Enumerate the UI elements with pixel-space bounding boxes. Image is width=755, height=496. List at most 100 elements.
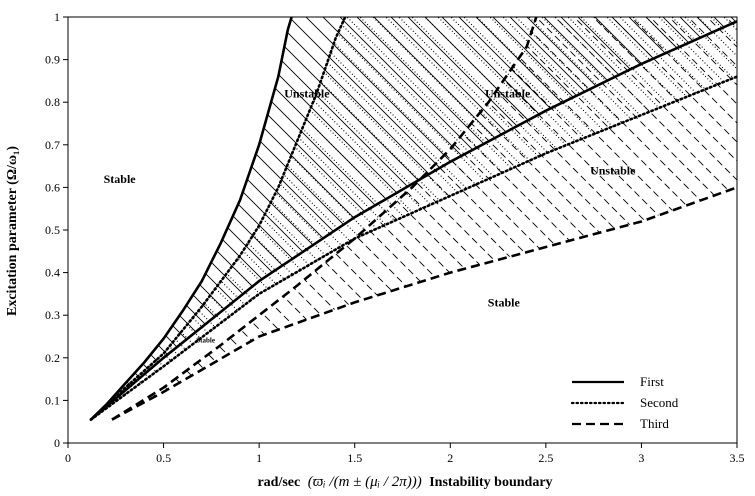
hatch-line xyxy=(173,17,645,420)
hatch-line xyxy=(339,17,737,420)
y-axis-title: Excitation parameter (Ω/ω₁) xyxy=(5,146,20,316)
hatch-line xyxy=(235,17,707,420)
hatch-line xyxy=(353,17,737,420)
hatch-line xyxy=(90,17,196,420)
hatch-line xyxy=(482,17,737,420)
hatch-line xyxy=(387,17,737,420)
hatch-line xyxy=(112,17,436,420)
hatch-line xyxy=(553,17,737,420)
hatch-line xyxy=(222,17,694,420)
region-label-unstable: Unstable xyxy=(485,87,531,101)
series-first-right-line xyxy=(90,20,738,421)
hatch-line xyxy=(149,17,621,420)
hatch-line xyxy=(686,17,737,420)
hatch-line xyxy=(90,17,252,420)
x-tick-label: 1 xyxy=(256,451,262,465)
x-tick-label: 0.5 xyxy=(156,451,171,465)
hatch-line xyxy=(716,17,737,420)
region-label-stable: Stable xyxy=(488,295,521,309)
hatch-line xyxy=(287,17,737,420)
hatch-line xyxy=(90,17,421,420)
hatch-line xyxy=(90,17,247,420)
hatch-line xyxy=(90,17,213,420)
hatch-line xyxy=(591,17,737,420)
region-label-unstable: Unstable xyxy=(284,87,330,101)
hatch-line xyxy=(629,17,737,420)
hatch-line xyxy=(495,17,737,420)
hatch-line xyxy=(90,17,187,420)
series-third-left-line xyxy=(111,16,538,421)
y-tick-label: 0.4 xyxy=(45,266,60,280)
hatch-line xyxy=(112,17,151,420)
hatch-line xyxy=(365,17,737,420)
hatch-line xyxy=(420,17,737,420)
y-tick-label: 0.1 xyxy=(45,393,60,407)
hatch-line xyxy=(90,17,485,420)
hatch-line xyxy=(401,17,737,420)
y-tick-label: 0.2 xyxy=(45,351,60,365)
hatch-line xyxy=(112,17,417,420)
hatch-line xyxy=(112,17,474,420)
hatch-line xyxy=(705,17,737,420)
x-tick-label: 1.5 xyxy=(347,451,362,465)
hatch-line xyxy=(610,17,737,420)
legend-first-label: First xyxy=(640,374,664,389)
x-axis-label-unit: rad/sec xyxy=(257,475,300,490)
region-label-stable: Stable xyxy=(104,172,137,186)
legend-second-label: Second xyxy=(640,395,679,410)
legend: First Second Third xyxy=(570,374,679,431)
x-tick-label: 0 xyxy=(65,451,71,465)
y-tick-label: 0 xyxy=(54,436,60,450)
hatch-line xyxy=(648,17,737,420)
hatch-line xyxy=(90,17,213,420)
hatch-line xyxy=(572,17,737,420)
hatch-line xyxy=(166,17,638,420)
hatch-line xyxy=(90,17,281,420)
plot-area-frame xyxy=(67,16,738,444)
hatch-line xyxy=(521,17,737,420)
hatch-line xyxy=(300,17,737,420)
x-axis-ticks: 0 0.5 1 1.5 2 2.5 3 3.5 xyxy=(65,443,745,465)
hatch-line xyxy=(112,17,493,420)
hatch-line xyxy=(90,17,264,420)
hatch-line xyxy=(90,17,417,420)
hatch-line xyxy=(677,17,737,420)
hatch-line xyxy=(455,17,737,420)
y-tick-label: 0.7 xyxy=(45,138,60,152)
x-axis-label-suffix: Instability boundary xyxy=(429,475,552,490)
hatch-line xyxy=(745,0,755,467)
hatch-line xyxy=(115,17,587,420)
hatch-line xyxy=(118,17,590,420)
series-third-right-line xyxy=(111,186,738,421)
hatch-line xyxy=(710,17,737,420)
hatch-line xyxy=(90,17,447,420)
hatch-line xyxy=(664,17,737,420)
hatch-line xyxy=(112,17,208,420)
hatch-line xyxy=(287,17,737,420)
hatch-line xyxy=(90,17,473,420)
y-tick-label: 0.3 xyxy=(45,308,60,322)
x-axis-label-formula: (ϖᵢ /(m ± (μᵢ / 2π))) xyxy=(308,474,422,490)
hatch-line xyxy=(90,17,278,420)
hatch-line xyxy=(534,17,737,420)
y-axis-ticks: 0 0.1 0.2 0.3 0.4 0.5 0.6 0.7 0.8 0.9 1 xyxy=(45,10,68,450)
hatch-line xyxy=(313,17,737,420)
hatch-line xyxy=(112,17,569,420)
legend-third-label: Third xyxy=(640,416,669,431)
x-tick-label: 3 xyxy=(638,451,644,465)
hatch-line xyxy=(744,0,755,467)
hatch-line xyxy=(743,0,755,467)
series-lines xyxy=(89,15,739,421)
hatch-line xyxy=(456,17,737,420)
series-second-left-line xyxy=(89,15,347,421)
hatch-line xyxy=(98,17,570,420)
hatch-line xyxy=(90,17,148,420)
hatch-line xyxy=(112,17,189,420)
hatch-line xyxy=(234,17,706,420)
hatch-line xyxy=(724,17,737,420)
hatch-line xyxy=(90,17,145,420)
hatch-line xyxy=(319,17,737,420)
hatch-line xyxy=(90,17,525,420)
hatch-line xyxy=(112,17,246,420)
